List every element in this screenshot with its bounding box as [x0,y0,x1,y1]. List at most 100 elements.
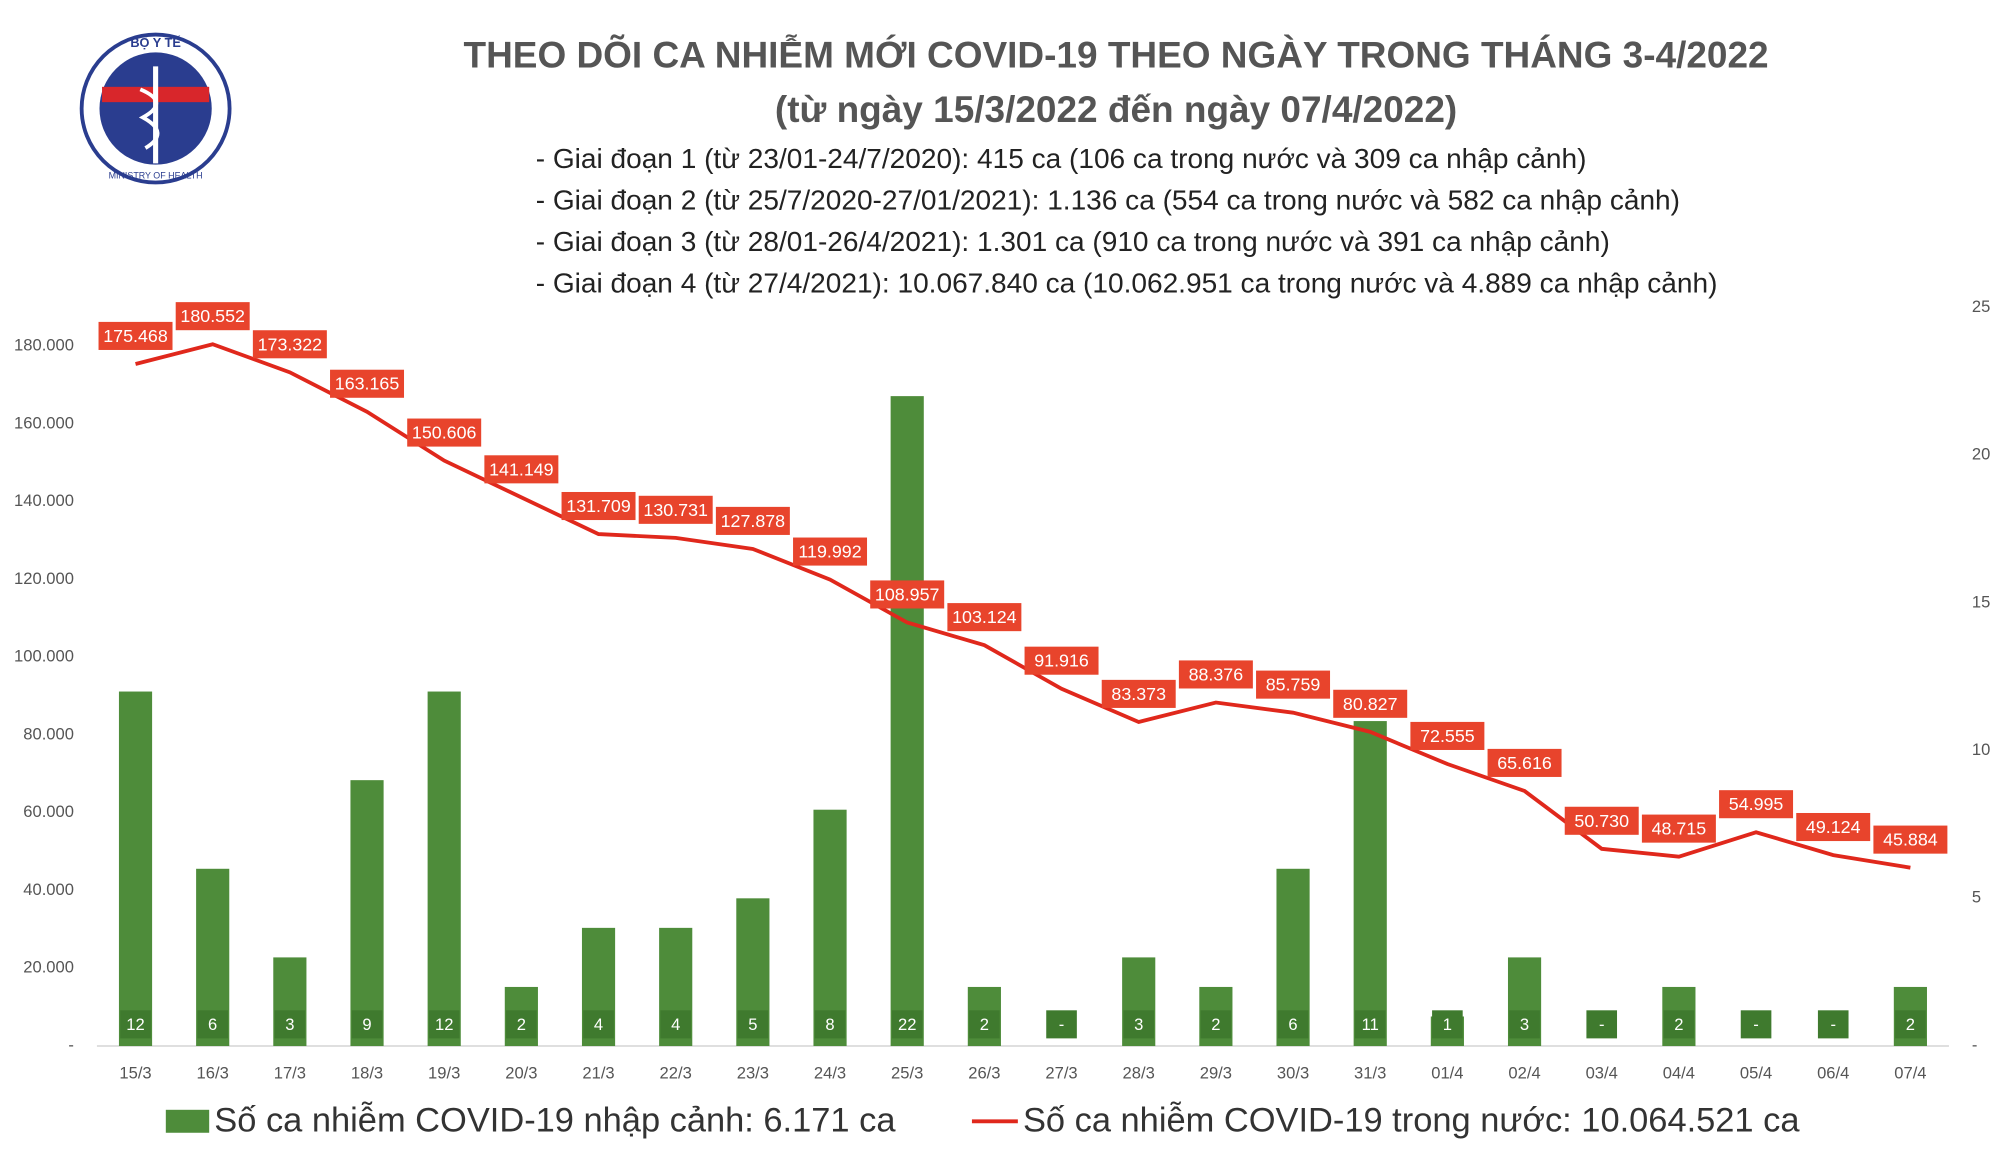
bar-value-label: 22 [898,1015,916,1034]
bar-value-label-box [891,1010,923,1039]
line-value-label: 50.730 [1574,811,1629,831]
line-value-label: 80.827 [1343,694,1398,714]
bar-value-label: - [1059,1015,1065,1034]
bar-value-label-box [814,1010,846,1039]
annotation: - Giai đoạn 1 (từ 23/01-24/7/2020): 415 … [536,143,1587,174]
line-value-label-box [1178,660,1253,689]
bar [350,780,384,1047]
logo: BỘ Y TẾ MINISTRY OF HEALTH [79,32,232,185]
legend-label: Số ca nhiễm COVID-19 trong nước: 10.064.… [1023,1101,1800,1140]
line-value-label: 54.995 [1729,794,1784,814]
bar-value-label: 6 [1288,1015,1297,1034]
bar-value-label-box [1046,1010,1077,1039]
bar [890,396,924,1047]
y-tick-label: 80.000 [23,724,74,743]
y-tick-label: 20.000 [23,958,74,977]
bar-value-label-box [506,1010,537,1039]
bar [427,691,461,1047]
bar-value-label: - [1753,1015,1759,1034]
line-value-label-box [330,369,405,398]
bar-value-label-box [428,1010,460,1039]
bar-value-label-box [120,1010,151,1039]
bar-value-label-box [1817,1010,1849,1039]
bar-value-label-box [1509,1010,1540,1039]
annotation: - Giai đoạn 3 (từ 28/01-26/4/2021): 1.30… [536,226,1610,257]
line-value-label-box [252,330,327,359]
line-value-label-box [1719,790,1794,819]
bar-value-label: 9 [362,1015,371,1034]
y-tick-label: 160.000 [14,413,74,432]
bar-value-label: 3 [285,1015,294,1034]
line-value-label: 141.149 [489,459,554,479]
x-tick-label: 05/4 [1740,1063,1772,1082]
line-value-label-box [638,495,713,524]
line-value-label: 127.878 [721,511,786,531]
bar-value-label: - [1830,1015,1836,1034]
x-tick-label: 26/3 [968,1063,1000,1082]
line [135,342,1911,870]
line-value-label-box [98,321,173,350]
bar-value-label: 4 [594,1015,603,1034]
x-tick-label: 19/3 [428,1063,460,1082]
line-value-label: 45.884 [1883,830,1938,850]
bar-value-label: 2 [980,1015,989,1034]
y-tick-label: 40.000 [23,880,74,899]
x-tick-label: 17/3 [274,1063,306,1082]
line-value-label-box [1256,670,1331,699]
bar-value-label: 8 [825,1015,834,1034]
y2-tick-label: 5 [1972,888,1981,907]
line-value-label-box [561,491,636,521]
chart-subtitle: (từ ngày 15/3/2022 đến ngày 07/4/2022) [775,89,1457,130]
y-tick-label: 120.000 [14,569,74,588]
line-value-label: 131.709 [566,496,631,516]
y-tick-label: 140.000 [14,491,74,510]
bar-value-label-box [197,1010,228,1039]
bar-value-label-box [969,1010,1000,1039]
line-value-label: 130.731 [643,500,708,520]
bar-value-label: 11 [1362,1015,1379,1034]
y2-tick-label: 20 [1972,445,1990,464]
line-value-label-box [407,418,482,447]
bar-value-label-box [1277,1010,1309,1039]
bar-value-label: 2 [1211,1015,1220,1034]
bar-value-label-box [1586,1010,1618,1039]
bar-value-label-box [1663,1010,1695,1039]
line-value-label: 173.322 [258,334,323,354]
line-value-label-box [1487,748,1562,777]
x-tick-label: 24/3 [814,1063,846,1082]
x-tick-label: 15/3 [119,1063,151,1082]
bar-value-label-box [1200,1010,1232,1039]
x-tick-label: 18/3 [351,1063,383,1082]
x-tick-label: 30/3 [1277,1063,1309,1082]
y2-tick-label: - [1972,1035,1978,1054]
line-value-label-box [1564,806,1639,835]
line-value-label: 91.916 [1034,651,1089,671]
line-value-label-box [1333,689,1408,718]
y-tick-label: 100.000 [14,647,74,666]
bar [813,809,847,1047]
bar-value-label: 12 [126,1015,144,1034]
bar [118,691,153,1047]
x-tick-label: 04/4 [1663,1063,1695,1082]
line-value-label: 83.373 [1111,684,1166,704]
y-tick-label: 60.000 [23,802,74,821]
annotation: - Giai đoạn 4 (từ 27/4/2021): 10.067.840… [536,268,1718,299]
line-value-label-box [1641,814,1716,843]
bar-value-label: 3 [1520,1015,1529,1034]
logo-bottom: MINISTRY OF HEALTH [109,170,203,180]
line-value-label-box [1796,812,1871,842]
x-tick-label: 07/4 [1894,1063,1926,1082]
bar-value-label: 2 [1906,1015,1915,1034]
y2-tick-label: 10 [1972,740,1990,759]
x-tick-label: 23/3 [737,1063,769,1082]
line-value-label-box [793,537,868,566]
x-tick-label: 03/4 [1586,1063,1618,1082]
line-value-label: 85.759 [1266,675,1321,695]
chart-title: THEO DÕI CA NHIỄM MỚI COVID-19 THEO NGÀY… [464,33,1769,75]
line-value-label-box [1410,721,1485,750]
bar-value-label-box [1123,1010,1155,1039]
line-value-label-box [1873,825,1948,854]
annotation: - Giai đoạn 2 (từ 25/7/2020-27/01/2021):… [536,185,1680,216]
